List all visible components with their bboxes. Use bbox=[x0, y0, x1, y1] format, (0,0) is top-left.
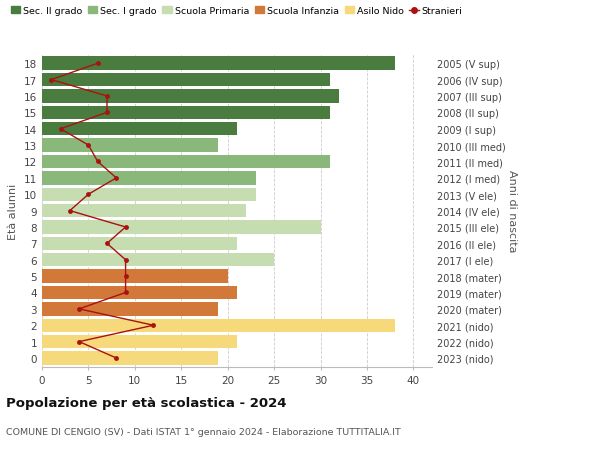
Bar bbox=[42, 221, 320, 234]
Bar bbox=[42, 74, 330, 87]
Bar bbox=[42, 106, 330, 120]
Text: Popolazione per età scolastica - 2024: Popolazione per età scolastica - 2024 bbox=[6, 396, 287, 409]
Bar bbox=[42, 335, 237, 348]
Bar bbox=[42, 286, 237, 300]
Bar bbox=[42, 352, 218, 365]
Bar bbox=[42, 204, 246, 218]
Legend: Sec. II grado, Sec. I grado, Scuola Primaria, Scuola Infanzia, Asilo Nido, Stran: Sec. II grado, Sec. I grado, Scuola Prim… bbox=[11, 7, 463, 16]
Bar bbox=[42, 188, 256, 202]
Bar bbox=[42, 57, 395, 71]
Y-axis label: Anni di nascita: Anni di nascita bbox=[507, 170, 517, 252]
Bar bbox=[42, 139, 218, 152]
Bar bbox=[42, 90, 339, 103]
Text: COMUNE DI CENGIO (SV) - Dati ISTAT 1° gennaio 2024 - Elaborazione TUTTITALIA.IT: COMUNE DI CENGIO (SV) - Dati ISTAT 1° ge… bbox=[6, 427, 401, 436]
Bar bbox=[42, 270, 228, 283]
Bar bbox=[42, 253, 274, 267]
Bar bbox=[42, 319, 395, 332]
Bar bbox=[42, 237, 237, 251]
Y-axis label: Età alunni: Età alunni bbox=[8, 183, 19, 239]
Bar bbox=[42, 123, 237, 136]
Bar bbox=[42, 302, 218, 316]
Bar bbox=[42, 172, 256, 185]
Bar bbox=[42, 156, 330, 169]
